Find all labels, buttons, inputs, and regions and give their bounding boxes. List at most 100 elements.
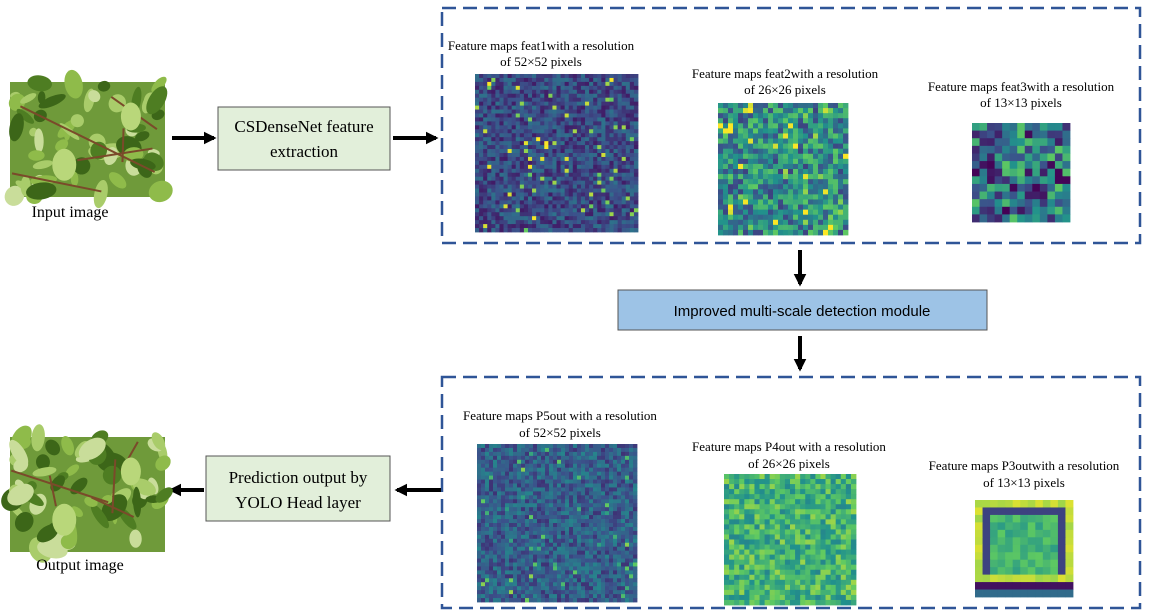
heat-cell xyxy=(501,594,505,598)
heat-cell xyxy=(621,515,625,519)
heat-cell xyxy=(609,547,613,551)
heat-cell xyxy=(537,460,541,464)
heat-cell xyxy=(557,106,561,110)
heat-cell xyxy=(1020,582,1028,590)
heat-cell xyxy=(525,559,529,563)
heat-cell xyxy=(569,208,573,212)
heat-cell xyxy=(577,472,581,476)
heat-cell xyxy=(533,503,537,507)
heat-cell xyxy=(528,204,532,208)
heat-cell xyxy=(634,216,638,220)
heat-cell xyxy=(487,110,491,114)
heat-cell xyxy=(1065,515,1073,523)
heat-cell xyxy=(561,74,565,78)
heat-cell xyxy=(633,590,637,594)
heat-cell xyxy=(778,118,783,123)
heat-cell xyxy=(553,527,557,531)
heat-cell xyxy=(1058,567,1066,575)
heat-cell xyxy=(508,193,512,197)
heat-cell xyxy=(805,545,810,550)
heat-cell xyxy=(783,169,788,174)
heat-cell xyxy=(479,137,483,141)
heat-cell xyxy=(552,102,556,106)
heat-cell xyxy=(843,205,848,210)
heat-cell xyxy=(739,585,744,590)
heat-cell xyxy=(516,133,520,137)
heat-cell xyxy=(497,511,501,515)
heat-cell xyxy=(634,137,638,141)
heat-cell xyxy=(605,129,609,133)
heat-cell xyxy=(589,161,593,165)
heat-cell xyxy=(545,566,549,570)
heat-cell xyxy=(493,582,497,586)
heat-cell xyxy=(569,78,573,82)
heat-cell xyxy=(540,133,544,137)
heat-cell xyxy=(487,177,491,181)
heat-cell xyxy=(487,106,491,110)
heat-cell xyxy=(479,90,483,94)
heat-cell xyxy=(495,204,499,208)
heat-cell xyxy=(601,531,605,535)
heat-cell xyxy=(577,499,581,503)
heat-cell xyxy=(499,153,503,157)
heat-cell xyxy=(509,460,513,464)
heat-cell xyxy=(625,578,629,582)
heat-cell xyxy=(557,200,561,204)
heat-cell xyxy=(614,121,618,125)
heat-cell xyxy=(605,574,609,578)
heat-cell xyxy=(517,503,521,507)
heat-cell xyxy=(501,472,505,476)
heat-cell xyxy=(828,154,833,159)
heat-cell xyxy=(577,145,581,149)
heat-cell xyxy=(1010,138,1018,146)
heat-cell xyxy=(505,539,509,543)
heat-cell xyxy=(738,179,743,184)
heat-cell xyxy=(841,529,846,534)
heat-cell xyxy=(1047,153,1055,161)
heat-cell xyxy=(589,511,593,515)
heat-cell xyxy=(477,531,481,535)
heat-cell xyxy=(485,476,489,480)
heat-cell xyxy=(748,113,753,118)
heat-cell xyxy=(793,169,798,174)
heat-cell xyxy=(841,484,846,489)
heat-cell xyxy=(504,117,508,121)
heat-cell xyxy=(768,184,773,189)
heat-cell xyxy=(593,110,597,114)
heat-cell xyxy=(589,208,593,212)
heat-cell xyxy=(513,527,517,531)
heat-cell xyxy=(744,590,749,595)
heat-cell xyxy=(508,228,512,232)
heat-cell xyxy=(621,594,625,598)
heat-cell xyxy=(733,103,738,108)
heat-cell xyxy=(549,543,553,547)
heat-cell xyxy=(493,559,497,563)
heat-cell xyxy=(477,460,481,464)
heat-cell xyxy=(475,149,479,153)
heat-cell xyxy=(585,586,589,590)
heat-cell xyxy=(485,586,489,590)
heat-cell xyxy=(738,149,743,154)
heat-cell xyxy=(1055,153,1063,161)
heat-cell xyxy=(553,590,557,594)
heat-cell xyxy=(585,189,589,193)
heat-cell xyxy=(479,114,483,118)
heat-cell xyxy=(601,491,605,495)
heat-cell xyxy=(773,139,778,144)
heat-cell xyxy=(557,98,561,102)
heat-cell xyxy=(561,78,565,82)
heat-cell xyxy=(733,133,738,138)
heat-cell xyxy=(780,550,785,555)
heat-cell xyxy=(758,184,763,189)
heat-cell xyxy=(625,543,629,547)
heat-cell xyxy=(520,185,524,189)
heat-cell xyxy=(733,113,738,118)
heat-cell xyxy=(504,224,508,228)
heat-cell xyxy=(565,476,569,480)
heat-cell xyxy=(553,519,557,523)
heat-cell xyxy=(823,144,828,149)
heat-cell xyxy=(613,468,617,472)
heat-cell xyxy=(614,133,618,137)
heat-cell xyxy=(785,540,790,545)
heat-cell xyxy=(532,204,536,208)
